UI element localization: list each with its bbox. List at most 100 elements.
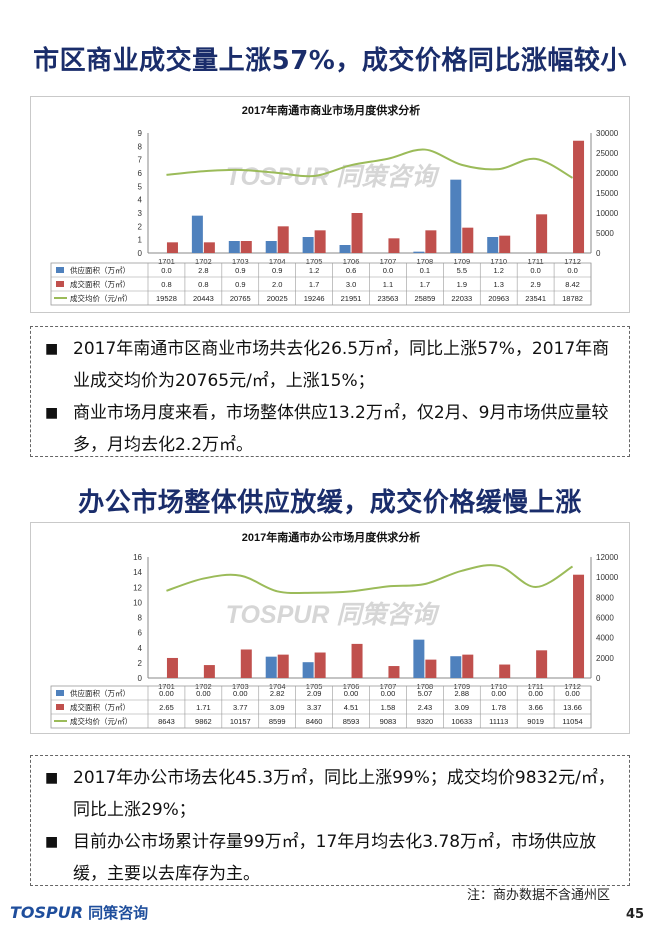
- data-table-cell: 1.1: [383, 280, 393, 289]
- x-tick-label: 1705: [306, 257, 323, 266]
- data-table-cell: 8643: [158, 717, 175, 726]
- data-table-cell: 2.65: [159, 703, 174, 712]
- square-bullet-icon: ■: [45, 405, 59, 421]
- deal-bar: [499, 235, 511, 253]
- left-tick-label: 14: [133, 568, 142, 577]
- data-table-cell: 3.66: [528, 703, 543, 712]
- x-tick-label: 1705: [306, 682, 323, 691]
- data-table-cell: 2.09: [307, 689, 322, 698]
- data-table-cell: 21951: [341, 294, 362, 303]
- left-tick-label: 6: [138, 169, 143, 178]
- x-tick-label: 1708: [417, 682, 434, 691]
- deal-bar: [203, 242, 215, 253]
- series-name: 供应面积（万㎡）: [70, 688, 130, 698]
- watermark-logo: TOSPUR 同策咨询: [226, 163, 441, 191]
- data-table-cell: 1.2: [309, 266, 319, 275]
- data-table-cell: 1.7: [309, 280, 319, 289]
- data-table-cell: 19246: [304, 294, 325, 303]
- deal-bar: [351, 643, 363, 678]
- left-tick-label: 5: [138, 182, 143, 191]
- square-bullet-icon: ■: [45, 770, 59, 786]
- right-tick-label: 8000: [596, 593, 614, 602]
- series-name: 成交面积（万㎡）: [70, 279, 130, 289]
- deal-bar: [425, 659, 437, 678]
- commercial-notes: ■ 2017年南通市区商业市场共去化26.5万㎡，同比上涨57%，2017年商业…: [30, 326, 630, 457]
- data-footnote: 注：商办数据不含通州区: [467, 888, 611, 903]
- commercial-chart: 2017年南通市商业市场月度供求分析 TOSPUR 同策咨询 0 1 2 3 4 5 6 7 8 9 0…: [30, 96, 630, 313]
- deal-bar: [536, 214, 548, 253]
- watermark-logo: TOSPUR 同策咨询: [226, 601, 441, 629]
- supply-bar: [339, 245, 351, 253]
- data-table-cell: 2.88: [454, 689, 469, 698]
- data-table-cell: 2.8: [198, 266, 208, 275]
- logo-name: 同策咨询: [88, 904, 149, 922]
- data-table-cell: 5.07: [418, 689, 433, 698]
- right-tick-label: 2000: [596, 654, 614, 663]
- left-tick-label: 0: [138, 674, 143, 683]
- deal-legend-key: [56, 704, 64, 710]
- data-table-cell: 0.8: [198, 280, 208, 289]
- chart-title: 2017年南通市商业市场月度供求分析: [242, 103, 420, 117]
- deal-bar: [573, 574, 585, 678]
- data-table-cell: 22033: [451, 294, 472, 303]
- data-table-cell: 0.0: [530, 266, 540, 275]
- right-tick-label: 20000: [596, 169, 619, 178]
- data-table-cell: 0.9: [272, 266, 282, 275]
- supply-bar: [265, 656, 277, 678]
- x-tick-label: 1710: [490, 682, 507, 691]
- right-tick-label: 10000: [596, 573, 619, 582]
- square-bullet-icon: ■: [45, 834, 59, 850]
- data-table-cell: 23563: [378, 294, 399, 303]
- x-tick-label: 1701: [158, 257, 175, 266]
- data-table-cell: 9862: [195, 717, 212, 726]
- data-table-cell: 23541: [525, 294, 546, 303]
- data-table-cell: 1.78: [491, 703, 506, 712]
- x-tick-label: 1703: [232, 682, 249, 691]
- data-table-cell: 0.00: [344, 689, 359, 698]
- deal-bar: [166, 242, 178, 253]
- data-table-cell: 8460: [306, 717, 323, 726]
- deal-bar: [240, 241, 252, 253]
- deal-bar: [536, 650, 548, 678]
- left-tick-label: 8: [138, 614, 143, 623]
- data-table-cell: 8599: [269, 717, 286, 726]
- left-tick-label: 12: [133, 583, 142, 592]
- note-item: ■ 商业市场月度来看，市场整体供应13.2万㎡，仅2月、9月市场供应量较多，月均…: [45, 397, 619, 461]
- data-table-cell: 0.8: [161, 280, 171, 289]
- right-tick-label: 5000: [596, 229, 614, 238]
- deal-bar: [166, 657, 178, 678]
- page-number: 45: [626, 907, 645, 922]
- deal-bar: [240, 649, 252, 678]
- series-name: 成交均价（元/㎡）: [70, 293, 132, 303]
- data-table-cell: 11054: [562, 717, 582, 726]
- supply-bar: [487, 237, 499, 253]
- deal-bar: [388, 238, 400, 253]
- data-table-cell: 18782: [562, 294, 583, 303]
- right-tick-label: 30000: [596, 129, 619, 138]
- data-table-cell: 5.5: [457, 266, 467, 275]
- x-tick-label: 1711: [528, 257, 544, 266]
- office-notes: ■ 2017年办公市场去化45.3万㎡，同比上涨99%；成交均价9832元/㎡，…: [30, 755, 630, 886]
- data-table-cell: 0.0: [383, 266, 393, 275]
- section-heading-office: 办公市场整体供应放缓，成交价格缓慢上涨: [78, 488, 582, 518]
- data-table-cell: 0.00: [159, 689, 174, 698]
- data-table-cell: 3.09: [270, 703, 285, 712]
- logo-brand: TOSPUR: [10, 903, 84, 922]
- data-table-cell: 1.71: [196, 703, 211, 712]
- data-table-cell: 3.37: [307, 703, 322, 712]
- deal-bar: [277, 226, 289, 253]
- series-name: 成交面积（万㎡）: [70, 702, 130, 712]
- data-table-cell: 3.77: [233, 703, 248, 712]
- left-tick-label: 2: [138, 659, 143, 668]
- data-table-cell: 2.9: [530, 280, 540, 289]
- deal-bar: [351, 213, 363, 253]
- data-table-cell: 10157: [230, 717, 251, 726]
- note-item: ■ 2017年办公市场去化45.3万㎡，同比上涨99%；成交均价9832元/㎡，…: [45, 762, 619, 826]
- square-bullet-icon: ■: [45, 341, 59, 357]
- data-table-cell: 11113: [489, 717, 508, 726]
- series-name: 供应面积（万㎡）: [70, 265, 130, 275]
- data-table-cell: 2.43: [418, 703, 433, 712]
- data-table-cell: 1.2: [493, 266, 503, 275]
- supply-bar: [450, 656, 462, 678]
- right-tick-label: 0: [596, 249, 601, 258]
